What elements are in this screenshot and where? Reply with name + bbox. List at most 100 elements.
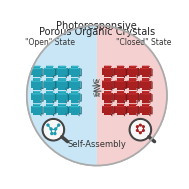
Polygon shape: [142, 91, 150, 92]
Polygon shape: [56, 78, 68, 90]
Polygon shape: [114, 104, 126, 115]
Polygon shape: [139, 68, 140, 76]
Polygon shape: [111, 100, 114, 102]
Polygon shape: [56, 106, 67, 107]
Polygon shape: [102, 91, 113, 102]
Polygon shape: [151, 81, 153, 89]
Polygon shape: [40, 113, 41, 116]
Polygon shape: [102, 93, 112, 94]
Polygon shape: [113, 106, 114, 114]
Polygon shape: [129, 91, 138, 92]
Polygon shape: [44, 81, 54, 82]
Polygon shape: [149, 75, 150, 78]
Polygon shape: [78, 113, 80, 116]
Polygon shape: [127, 68, 138, 69]
Polygon shape: [78, 100, 80, 104]
Polygon shape: [111, 75, 114, 76]
Polygon shape: [69, 93, 80, 94]
Polygon shape: [69, 91, 81, 102]
Polygon shape: [126, 106, 127, 114]
Polygon shape: [114, 66, 126, 77]
Polygon shape: [124, 113, 125, 116]
Polygon shape: [33, 104, 41, 105]
Polygon shape: [136, 88, 140, 89]
Polygon shape: [114, 68, 125, 69]
Polygon shape: [149, 100, 150, 104]
Polygon shape: [27, 25, 97, 166]
Polygon shape: [71, 66, 80, 67]
Polygon shape: [127, 81, 138, 82]
Polygon shape: [151, 93, 153, 102]
Polygon shape: [42, 106, 44, 114]
Polygon shape: [46, 91, 54, 92]
Text: UV: UV: [93, 79, 101, 84]
Polygon shape: [113, 93, 114, 102]
Polygon shape: [56, 93, 67, 94]
Polygon shape: [40, 75, 41, 78]
Polygon shape: [31, 91, 42, 102]
Polygon shape: [104, 91, 112, 92]
Polygon shape: [31, 104, 42, 115]
Polygon shape: [66, 75, 69, 76]
Polygon shape: [149, 88, 150, 91]
Polygon shape: [113, 68, 114, 76]
Polygon shape: [126, 81, 127, 89]
Polygon shape: [71, 78, 80, 80]
Polygon shape: [53, 75, 54, 78]
Circle shape: [49, 127, 53, 131]
Circle shape: [142, 125, 145, 128]
Polygon shape: [53, 88, 54, 91]
Polygon shape: [136, 113, 140, 114]
Polygon shape: [111, 88, 114, 89]
Polygon shape: [44, 78, 55, 90]
Polygon shape: [53, 75, 56, 76]
Polygon shape: [102, 66, 113, 77]
Polygon shape: [31, 81, 41, 82]
Polygon shape: [104, 104, 112, 105]
Polygon shape: [117, 91, 125, 92]
Text: Photoresponsive: Photoresponsive: [57, 21, 137, 31]
Polygon shape: [124, 100, 127, 102]
Polygon shape: [140, 66, 151, 77]
Polygon shape: [55, 68, 56, 76]
Circle shape: [54, 127, 57, 131]
Polygon shape: [33, 66, 41, 67]
Polygon shape: [114, 93, 125, 94]
Polygon shape: [68, 81, 69, 89]
Polygon shape: [104, 78, 112, 80]
Polygon shape: [53, 100, 56, 102]
Polygon shape: [40, 100, 41, 104]
Polygon shape: [56, 104, 68, 115]
Polygon shape: [69, 104, 81, 115]
Polygon shape: [44, 104, 55, 115]
Polygon shape: [46, 78, 54, 80]
Polygon shape: [127, 104, 139, 115]
Circle shape: [95, 80, 98, 83]
Polygon shape: [78, 113, 82, 114]
Polygon shape: [69, 106, 80, 107]
Polygon shape: [111, 113, 114, 114]
Polygon shape: [53, 113, 54, 116]
Polygon shape: [69, 81, 80, 82]
Polygon shape: [142, 104, 150, 105]
Polygon shape: [142, 66, 150, 67]
Polygon shape: [127, 66, 139, 77]
Polygon shape: [31, 66, 42, 77]
Polygon shape: [78, 88, 82, 89]
Polygon shape: [33, 91, 41, 92]
Polygon shape: [149, 100, 153, 102]
Polygon shape: [40, 100, 44, 102]
Polygon shape: [66, 75, 67, 78]
Polygon shape: [113, 81, 114, 89]
Polygon shape: [124, 113, 127, 114]
Polygon shape: [142, 78, 150, 80]
Polygon shape: [31, 93, 41, 94]
Polygon shape: [117, 78, 125, 80]
Text: Vis: Vis: [93, 93, 101, 98]
Polygon shape: [136, 75, 140, 76]
Circle shape: [139, 124, 142, 127]
Polygon shape: [139, 93, 140, 102]
Circle shape: [130, 119, 151, 140]
Circle shape: [50, 132, 53, 135]
Polygon shape: [55, 93, 56, 102]
